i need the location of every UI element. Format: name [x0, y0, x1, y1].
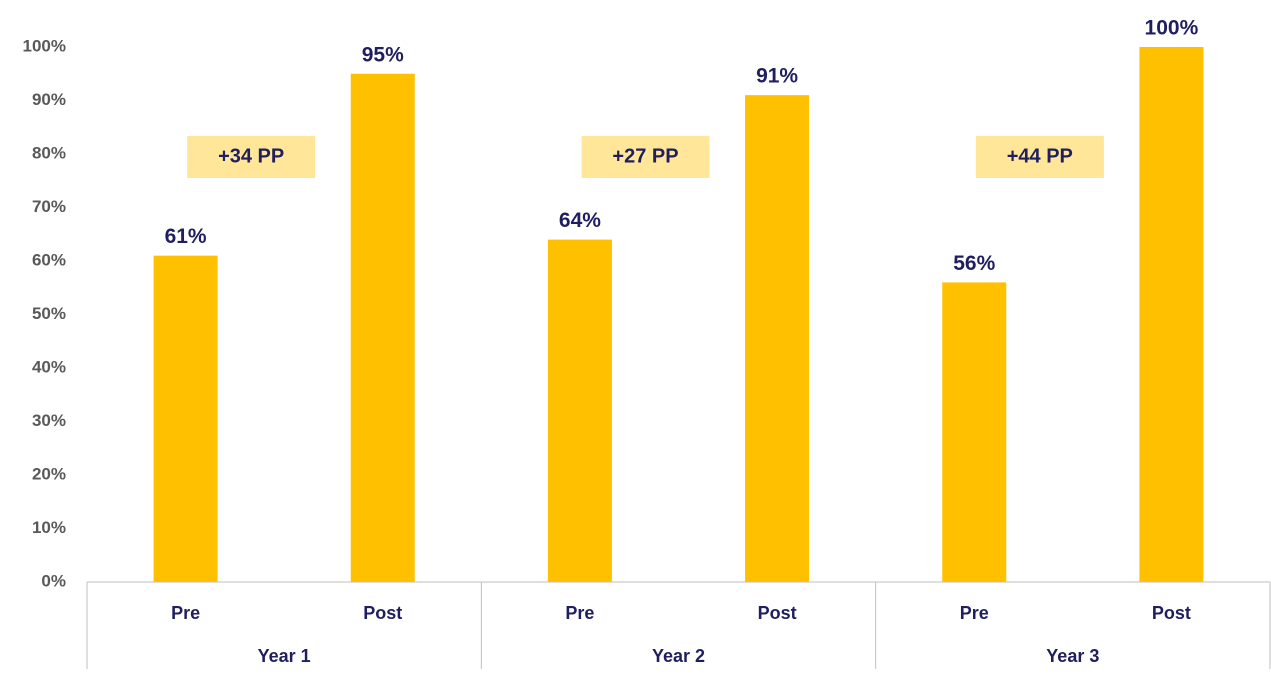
- y-tick-label: 50%: [32, 304, 66, 323]
- bar: [350, 73, 415, 582]
- value-label: 95%: [362, 43, 404, 66]
- bar: [942, 282, 1007, 582]
- x-tick-label: Post: [758, 603, 797, 623]
- y-tick-label: 90%: [32, 90, 66, 109]
- bar: [1139, 47, 1204, 582]
- value-label: 91%: [756, 65, 798, 88]
- y-tick-label: 80%: [32, 143, 66, 162]
- value-label: 61%: [165, 225, 207, 248]
- y-tick-label: 70%: [32, 197, 66, 216]
- y-tick-label: 0%: [41, 571, 66, 590]
- x-tick-label: Pre: [960, 603, 989, 623]
- group-label: Year 1: [258, 646, 311, 666]
- group-label: Year 3: [1046, 646, 1099, 666]
- annotation-box: [187, 136, 316, 178]
- x-tick-label: Post: [1152, 603, 1191, 623]
- bar: [547, 239, 612, 582]
- annotation: +44 PP: [1007, 145, 1073, 167]
- x-tick-label: Pre: [565, 603, 594, 623]
- value-label: 100%: [1145, 17, 1199, 40]
- bar: [745, 95, 810, 583]
- annotation-box: [975, 136, 1104, 178]
- y-tick-label: 60%: [32, 250, 66, 269]
- bar: [153, 255, 218, 582]
- value-label: 64%: [559, 209, 601, 232]
- y-tick-label: 10%: [32, 518, 66, 537]
- y-tick-label: 30%: [32, 411, 66, 430]
- group-label: Year 2: [652, 646, 705, 666]
- y-tick-label: 40%: [32, 357, 66, 376]
- x-tick-label: Post: [363, 603, 402, 623]
- annotation-box: [581, 136, 710, 178]
- annotation: +27 PP: [612, 145, 678, 167]
- y-tick-label: 100%: [23, 36, 66, 55]
- value-label: 56%: [953, 252, 995, 275]
- annotation: +34 PP: [218, 145, 284, 167]
- y-tick-label: 20%: [32, 464, 66, 483]
- x-tick-label: Pre: [171, 603, 200, 623]
